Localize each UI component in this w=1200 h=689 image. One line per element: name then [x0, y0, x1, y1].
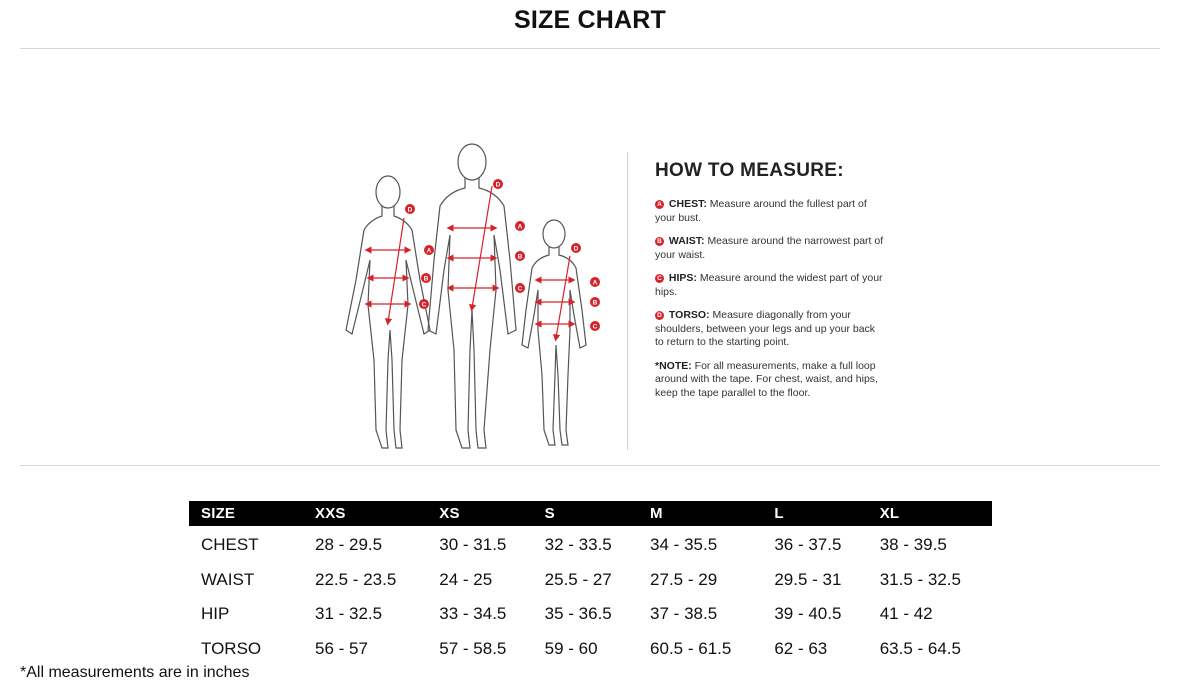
table-cell: 27.5 - 29	[650, 569, 718, 589]
table-cell: 22.5 - 23.5	[315, 569, 397, 589]
table-cell: CHEST	[201, 535, 259, 555]
man-figure	[427, 143, 517, 449]
table-row: TORSO 56 - 57 57 - 58.5 59 - 60 60.5 - 6…	[189, 630, 992, 665]
badge-label: A	[427, 248, 432, 255]
middle-divider	[20, 465, 1160, 466]
table-cell: 28 - 29.5	[315, 535, 383, 555]
how-to-measure-title: HOW TO MEASURE:	[655, 160, 844, 181]
table-cell: 36 - 37.5	[774, 535, 842, 555]
table-cell: 25.5 - 27	[544, 569, 612, 589]
table-header-cell: SIZE	[189, 501, 303, 526]
table-header-cell: S	[532, 501, 639, 526]
table-cell: TORSO	[201, 638, 262, 658]
howto-text: Measure around the narrowest part of you…	[655, 235, 884, 261]
badge-c-icon: C	[655, 274, 664, 283]
badge-label: C	[518, 286, 523, 293]
table-row: WAIST 22.5 - 23.5 24 - 25 25.5 - 27 27.5…	[189, 561, 992, 596]
page-title: SIZE CHART	[514, 6, 666, 34]
table-cell: WAIST	[201, 569, 255, 589]
table-cell: 31 - 32.5	[315, 604, 383, 624]
table-cell: 59 - 60	[544, 638, 598, 658]
measurement-figures-illustration: D A B C D A B C D A B C	[345, 143, 600, 449]
howto-item-hips: C HIPS: Measure around the widest part o…	[655, 272, 885, 299]
badge-label: B	[593, 300, 598, 307]
badge-a-icon: A	[655, 200, 664, 209]
table-cell: 33 - 34.5	[439, 604, 507, 624]
howto-item-chest: A CHEST: Measure around the fullest part…	[655, 198, 885, 225]
table-cell: 60.5 - 61.5	[650, 638, 732, 658]
howto-item-torso: D TORSO: Measure diagonally from your sh…	[655, 309, 885, 350]
badge-label: C	[422, 302, 427, 309]
howto-term: TORSO:	[668, 309, 710, 321]
units-footnote: *All measurements are in inches	[20, 664, 250, 681]
table-cell: 30 - 31.5	[439, 535, 507, 555]
child-figure	[521, 219, 587, 446]
howto-term: HIPS:	[668, 272, 697, 284]
howto-term: CHEST:	[668, 198, 707, 210]
note-text: For all measurements, make a full loop a…	[655, 359, 878, 399]
howto-text: Measure around the widest part of your h…	[655, 272, 883, 298]
table-header-row: SIZE XXS XS S M L XL	[189, 501, 992, 526]
table-cell: 29.5 - 31	[774, 569, 842, 589]
badge-label: B	[424, 276, 429, 283]
table-header-cell: M	[638, 501, 763, 526]
table-cell: 38 - 39.5	[879, 535, 947, 555]
table-cell: 56 - 57	[315, 638, 368, 658]
table-cell: 63.5 - 64.5	[879, 638, 961, 658]
badge-label: D	[574, 246, 579, 253]
howto-item-waist: B WAIST: Measure around the narrowest pa…	[655, 235, 885, 262]
woman-figure	[345, 175, 431, 449]
howto-text: Measure diagonally from your shoulders, …	[655, 309, 876, 348]
table-cell: 32 - 33.5	[544, 535, 612, 555]
table-cell: 39 - 40.5	[774, 604, 842, 624]
table-header-cell: L	[762, 501, 868, 526]
table-row: CHEST 28 - 29.5 30 - 31.5 32 - 33.5 34 -…	[189, 526, 992, 561]
badge-label: D	[408, 207, 413, 214]
badge-b-icon: B	[655, 237, 664, 246]
top-divider	[20, 48, 1160, 49]
badge-label: B	[518, 254, 523, 261]
how-to-measure-panel: HOW TO MEASURE: A CHEST: Measure around …	[655, 160, 885, 400]
table-row: HIP 31 - 32.5 33 - 34.5 35 - 36.5 37 - 3…	[189, 595, 992, 630]
badge-label: C	[593, 324, 598, 331]
note-term: *NOTE:	[655, 359, 692, 372]
table-cell: HIP	[201, 604, 230, 624]
table-cell: 35 - 36.5	[544, 604, 612, 624]
table-cell: 37 - 38.5	[650, 604, 718, 624]
table-cell: 62 - 63	[774, 638, 828, 658]
table-header-cell: XXS	[303, 501, 428, 526]
badge-d-icon: D	[655, 311, 664, 320]
table-header-cell: XS	[427, 501, 533, 526]
howto-term: WAIST:	[668, 235, 705, 247]
table-cell: 31.5 - 32.5	[879, 569, 961, 589]
table-cell: 24 - 25	[439, 569, 493, 589]
badge-label: A	[593, 280, 598, 287]
illustration-divider	[627, 152, 628, 450]
table-cell: 34 - 35.5	[650, 535, 718, 555]
howto-note: *NOTE: For all measurements, make a full…	[655, 360, 885, 401]
howto-text: Measure around the fullest part of your …	[655, 198, 867, 224]
table-cell: 41 - 42	[879, 604, 933, 624]
badge-label: A	[518, 224, 523, 231]
badge-label: D	[496, 182, 501, 189]
size-table: SIZE XXS XS S M L XL CHEST 28 - 29.5 30 …	[189, 501, 992, 664]
table-header-cell: XL	[867, 501, 992, 526]
table-cell: 57 - 58.5	[439, 638, 507, 658]
